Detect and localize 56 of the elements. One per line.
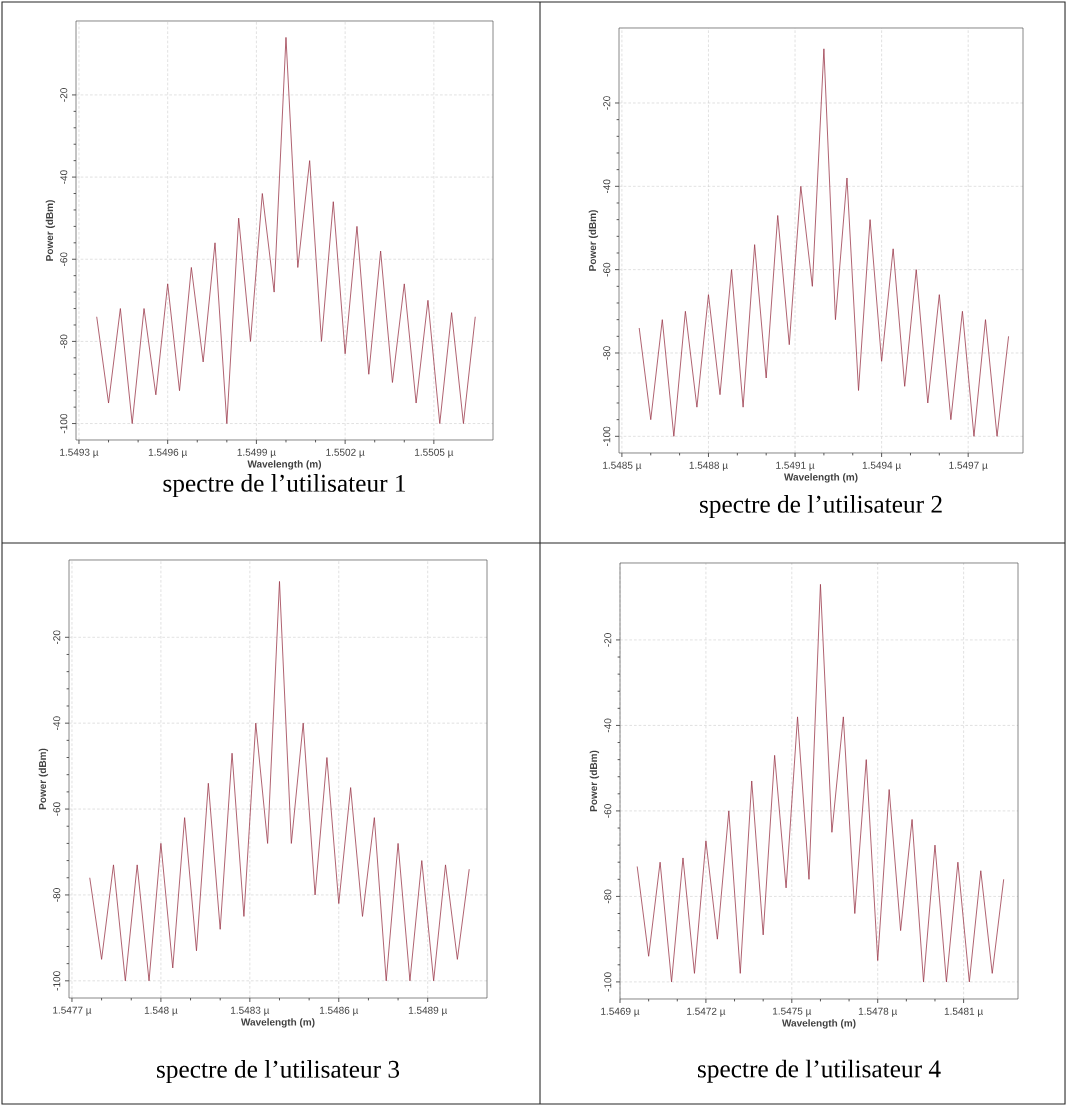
y-axis-title: Power (dBm) [588, 210, 599, 271]
y-tick-label: -80 [604, 889, 612, 904]
y-tick-label: -40 [60, 170, 68, 184]
x-tick-label: 1.5489 µ [408, 1006, 448, 1016]
x-axis-title: Wavelength (m) [781, 1019, 856, 1029]
line-series [636, 583, 1005, 983]
x-tick-label: 1.5505 µ [415, 448, 454, 458]
x-tick-label: 1.5502 µ [326, 448, 365, 458]
x-tick-label: 1.5485 µ [603, 461, 642, 471]
y-tick-label: -100 [604, 972, 612, 992]
x-axis-title: Wavelength (m) [240, 1018, 315, 1028]
x-tick-label: 1.548 µ [144, 1006, 178, 1016]
x-tick-label: 1.5494 µ [862, 461, 901, 471]
y-tick-label: -60 [53, 802, 61, 816]
y-axis-title: Power (dBm) [38, 748, 49, 810]
x-axis-title: Wavelength (m) [783, 473, 858, 483]
x-tick-label: 1.5499 µ [237, 448, 276, 458]
x-tick-label: 1.5497 µ [949, 461, 988, 471]
line-series [96, 37, 476, 424]
text: spectre de l’utilisateur 4 [698, 1059, 941, 1083]
y-tick-label: -20 [53, 630, 61, 645]
y-tick-label: -60 [60, 252, 68, 267]
x-tick-label: 1.5481 µ [944, 1007, 983, 1017]
y-tick-label: -40 [604, 718, 612, 733]
y-tick-label: -40 [603, 179, 611, 194]
x-tick-label: 1.5475 µ [773, 1007, 812, 1017]
x-tick-label: 1.5496 µ [148, 448, 187, 458]
x-tick-label: 1.5493 µ [60, 448, 99, 458]
text: spectre de l’utilisateur 3 [157, 1060, 400, 1084]
text: spectre de l’utilisateur 1 [163, 474, 406, 498]
y-tick-label: -20 [60, 88, 68, 102]
x-axis-title: Wavelength (m) [247, 460, 322, 470]
y-tick-label: -40 [53, 716, 61, 730]
y-axis-title: Power (dBm) [45, 200, 56, 261]
y-tick-label: -80 [53, 888, 61, 902]
text: spectre de l’utilisateur 2 [700, 495, 942, 519]
y-axis-title: Power (dBm) [589, 750, 600, 812]
y-tick-label: -20 [603, 96, 611, 110]
line-series [638, 48, 1009, 437]
x-tick-label: 1.5477 µ [53, 1006, 92, 1016]
x-tick-label: 1.5478 µ [858, 1007, 898, 1017]
x-tick-label: 1.5491 µ [776, 461, 815, 471]
y-tick-label: -100 [53, 971, 61, 991]
y-tick-label: -60 [604, 804, 612, 818]
y-tick-label: -80 [60, 334, 68, 349]
line-series [89, 581, 470, 982]
y-tick-label: -60 [603, 262, 611, 277]
y-tick-label: -100 [603, 426, 611, 446]
x-tick-label: 1.5472 µ [687, 1007, 726, 1017]
y-tick-label: -80 [603, 346, 611, 360]
x-tick-label: 1.5483 µ [231, 1006, 270, 1016]
y-tick-label: -100 [60, 413, 68, 434]
y-tick-label: -20 [604, 633, 612, 647]
x-tick-label: 1.5469 µ [601, 1007, 640, 1017]
x-tick-label: 1.5486 µ [319, 1006, 359, 1016]
x-tick-label: 1.5488 µ [689, 461, 728, 471]
